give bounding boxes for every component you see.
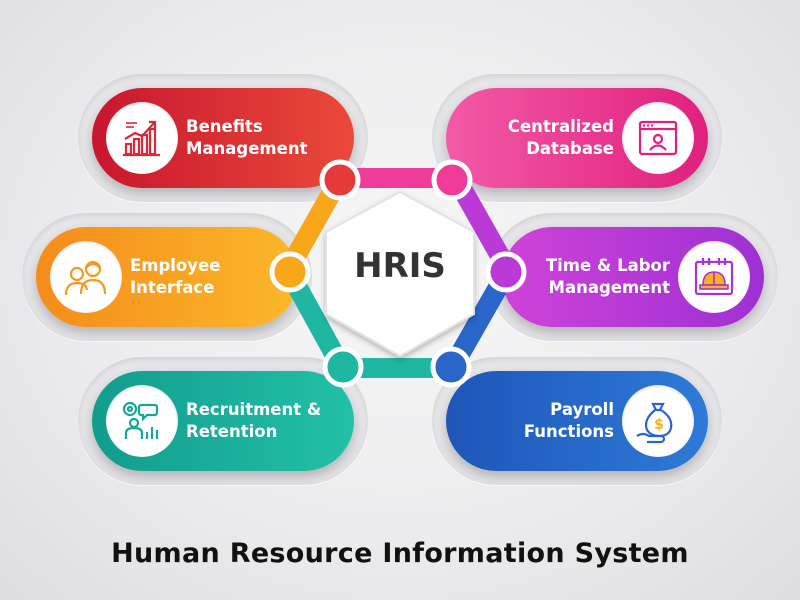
connector-dot-time-labor: [485, 251, 527, 293]
employee-line2: Interface: [130, 278, 215, 297]
connector-dots: [269, 159, 527, 388]
centralized-database-pill: Centralized Database: [446, 88, 708, 188]
connector-dot-recruitment: [322, 346, 364, 388]
svg-text:$: $: [654, 417, 664, 433]
connector-dot-payroll: [430, 346, 472, 388]
time-labor-line1: Time & Labor: [545, 256, 670, 275]
employees-icon: [64, 260, 107, 296]
payroll-line2: Functions: [523, 422, 614, 441]
center-hexagon: [325, 190, 475, 358]
database-profile-icon: [638, 120, 678, 156]
benefits-management-pill: Benefits Management: [92, 88, 354, 188]
recruitment-label: Recruitment & Retention: [186, 371, 346, 471]
center-title: HRIS: [354, 246, 446, 286]
centralized-label: Centralized Database: [454, 88, 614, 188]
benefits-line1: Benefits: [186, 117, 263, 136]
recruitment-line2: Retention: [186, 422, 278, 441]
benefits-line2: Management: [186, 139, 308, 158]
time-labor-pill: Time & Labor Management: [502, 227, 764, 327]
calendar-helmet-icon: [694, 258, 734, 296]
benefits-icon-holder: [106, 102, 178, 174]
benefits-label: Benefits Management: [186, 88, 346, 188]
payroll-line1: Payroll: [550, 400, 614, 419]
growth-chart-icon: [123, 120, 160, 157]
time-labor-icon-holder: [678, 241, 750, 313]
employee-icon-holder: [50, 241, 122, 313]
recruitment-icon-holder: [106, 385, 178, 457]
centralized-line1: Centralized: [507, 117, 614, 136]
connector-dot-employee: [269, 251, 311, 293]
recruitment-retention-pill: Recruitment & Retention: [92, 371, 354, 471]
recruitment-icon: [122, 401, 159, 439]
centralized-icon-holder: [622, 102, 694, 174]
time-labor-line2: Management: [548, 278, 670, 297]
employee-interface-pill: Employee Interface: [36, 227, 298, 327]
money-bag-icon: $: [636, 402, 673, 444]
connector-dot-benefits: [319, 159, 361, 201]
payroll-functions-pill: $ Payroll Functions: [446, 371, 708, 471]
employee-label: Employee Interface: [130, 227, 290, 327]
employee-line1: Employee: [130, 256, 221, 275]
centralized-line2: Database: [526, 139, 614, 158]
diagram-caption: Human Resource Information System: [111, 538, 689, 569]
time-labor-label: Time & Labor Management: [510, 227, 670, 327]
connector-dot-centralized: [431, 159, 473, 201]
payroll-label: Payroll Functions: [454, 371, 614, 471]
payroll-icon-holder: $: [622, 385, 694, 457]
recruitment-line1: Recruitment &: [186, 400, 322, 419]
